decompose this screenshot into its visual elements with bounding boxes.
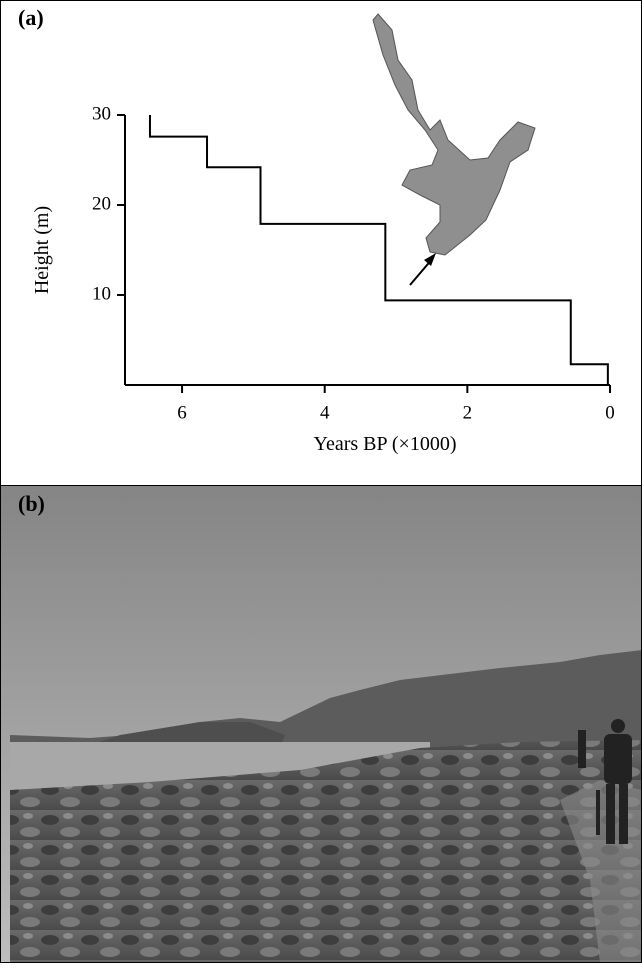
x-tick-label: 2 [463, 402, 473, 423]
y-tick-label: 30 [92, 103, 111, 124]
panel-label: (b) [18, 491, 45, 516]
panel-label: (a) [18, 5, 44, 30]
x-tick-label: 0 [605, 402, 615, 423]
photo [0, 486, 642, 963]
x-axis-label: Years BP (×1000) [314, 433, 457, 455]
y-tick-label: 20 [92, 193, 111, 214]
y-axis-label: Height (m) [31, 206, 53, 294]
x-tick-label: 4 [320, 402, 330, 423]
figure: (a) Years BP (×1000) Height (m) (b) 1020… [0, 0, 642, 963]
x-tick-label: 6 [177, 402, 187, 423]
y-tick-label: 10 [92, 283, 111, 304]
